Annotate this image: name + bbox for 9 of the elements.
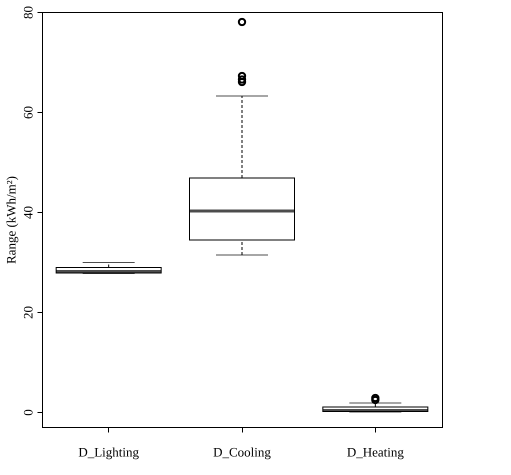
y-tick-label: 40 (20, 206, 36, 219)
y-tick-label: 60 (20, 106, 36, 119)
y-axis-title: Range (kWh/m²) (4, 176, 18, 264)
y-tick-label: 80 (20, 6, 36, 19)
x-tick-label: D_Heating (346, 444, 404, 460)
y-tick-label: 0 (20, 409, 36, 416)
x-tick-label: D_Lighting (78, 444, 140, 460)
x-tick-label: D_Cooling (213, 444, 272, 460)
y-tick-label: 20 (20, 306, 36, 319)
